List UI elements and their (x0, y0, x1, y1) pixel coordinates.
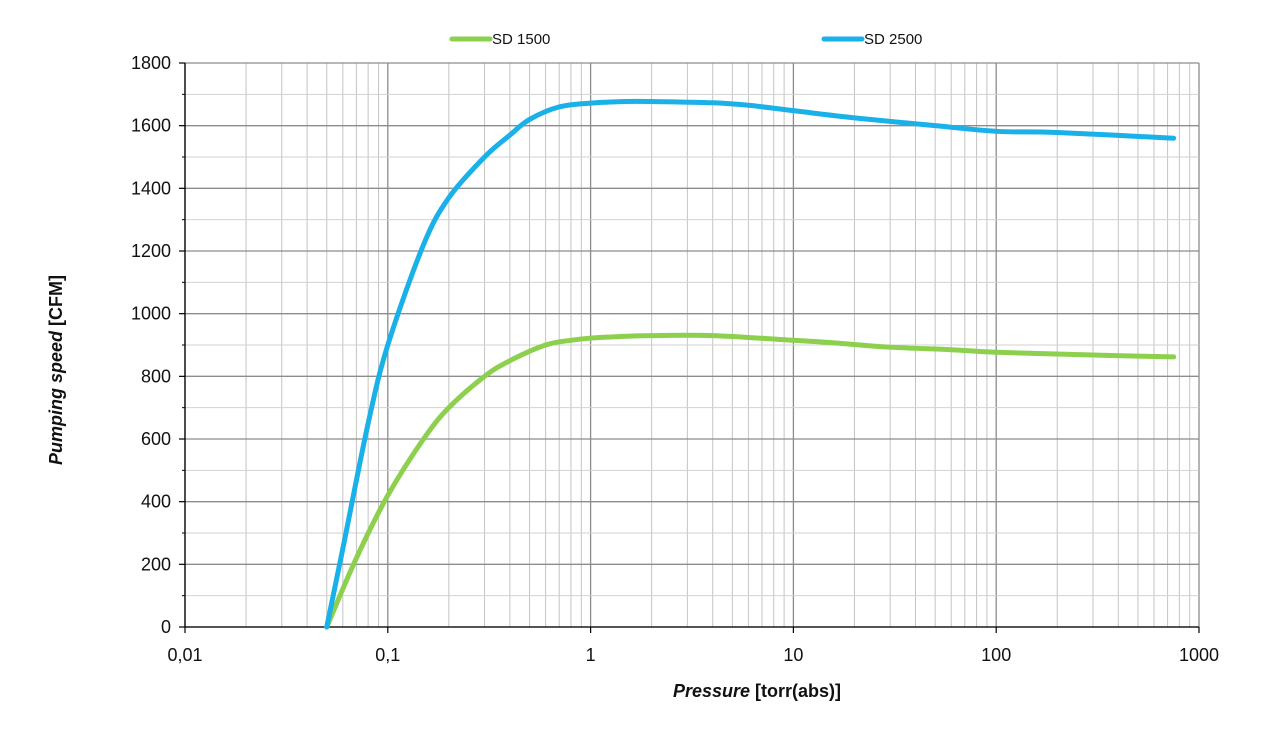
y-tick-label: 1600 (131, 116, 171, 136)
axes (179, 62, 1200, 633)
y-tick-label: 400 (141, 492, 171, 512)
legend-label-sd-2500: SD 2500 (864, 31, 922, 48)
y-tick-label: 0 (161, 617, 171, 637)
series-lines (324, 98, 1177, 630)
y-tick-label: 800 (141, 366, 171, 386)
y-tick-label: 1000 (131, 304, 171, 324)
y-tick-label: 1200 (131, 241, 171, 261)
series-line-sd-1500 (324, 332, 1177, 630)
y-tick-label: 600 (141, 429, 171, 449)
x-tick-label: 100 (981, 645, 1011, 665)
x-tick-label: 1 (586, 645, 596, 665)
x-tick-label: 0,01 (167, 645, 202, 665)
tick-labels: 0 200 400 600 800 1000 1200 1400 1600 1800 0,01 0,1… (131, 53, 1219, 665)
y-axis-title: Pumping speed [CFM] (46, 275, 66, 465)
legend: SD 1500 SD 2500 (449, 31, 922, 48)
y-tick-label: 1400 (131, 178, 171, 198)
x-axis-title: Pressure [torr(abs)] (673, 681, 841, 701)
legend-label-sd-1500: SD 1500 (492, 31, 550, 48)
x-tick-label: 0,1 (375, 645, 400, 665)
x-tick-label: 1000 (1179, 645, 1219, 665)
y-tick-label: 200 (141, 554, 171, 574)
y-tick-label: 1800 (131, 53, 171, 73)
x-tick-label: 10 (783, 645, 803, 665)
series-line-sd-2500 (324, 98, 1177, 630)
